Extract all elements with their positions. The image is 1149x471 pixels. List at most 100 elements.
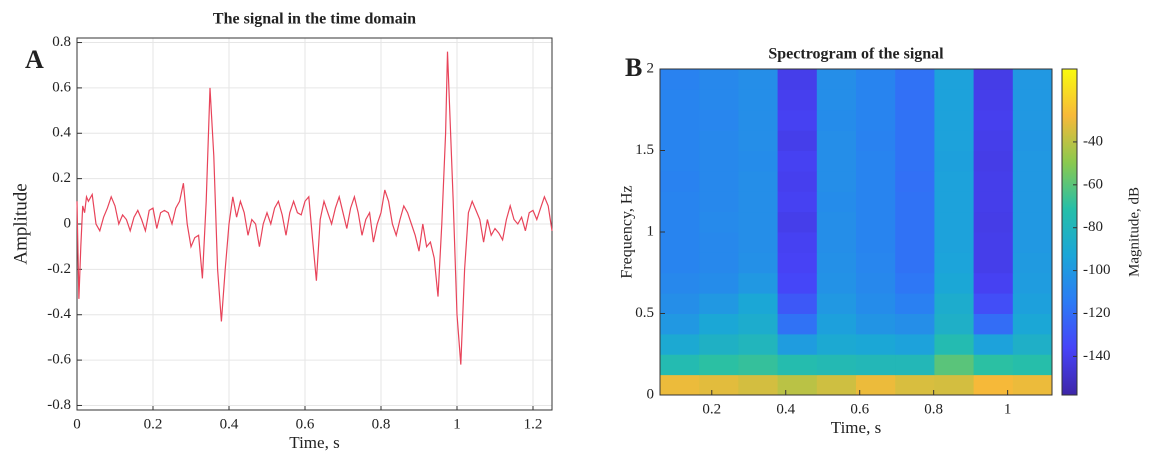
heatmap-cell bbox=[699, 211, 739, 233]
panel-label: A bbox=[25, 45, 44, 74]
axes-frame bbox=[659, 68, 1053, 396]
heatmap-cell bbox=[777, 313, 818, 335]
heatmap-cell bbox=[777, 333, 818, 355]
x-axis-label: Time, s bbox=[289, 433, 339, 452]
y-tick-label: 1.5 bbox=[635, 142, 654, 158]
x-axis-label: Time, s bbox=[831, 418, 881, 437]
heatmap-cell bbox=[1012, 354, 1053, 376]
heatmap-cell bbox=[660, 354, 700, 376]
heatmap-cell bbox=[699, 170, 739, 192]
heatmap-cell bbox=[973, 272, 1014, 294]
heatmap-cell bbox=[934, 272, 975, 294]
heatmap-cell bbox=[738, 354, 779, 376]
x-tick-label: 0.6 bbox=[850, 401, 869, 417]
heatmap-cell bbox=[934, 109, 975, 131]
heatmap-cell bbox=[777, 232, 818, 253]
x-tick-label: 1 bbox=[1004, 401, 1012, 417]
heatmap-cell bbox=[738, 130, 779, 151]
heatmap-cell bbox=[1012, 211, 1053, 233]
y-axis-label: Amplitude bbox=[10, 183, 31, 264]
colorbar-tick-label: -100 bbox=[1083, 262, 1111, 278]
heatmap-cell bbox=[895, 232, 935, 253]
y-tick-label: 1 bbox=[647, 223, 655, 239]
heatmap-cell bbox=[856, 252, 896, 274]
heatmap-cell bbox=[973, 313, 1014, 335]
y-tick-label: -0.2 bbox=[47, 261, 71, 277]
colorbar bbox=[1061, 68, 1078, 396]
x-tick-label: 0.6 bbox=[296, 416, 315, 432]
heatmap-cell bbox=[699, 191, 739, 213]
heatmap-cell bbox=[895, 293, 935, 314]
heatmap-cell bbox=[856, 272, 896, 294]
heatmap-cell bbox=[738, 191, 779, 213]
heatmap-cell bbox=[934, 333, 975, 355]
heatmap-cell bbox=[777, 170, 818, 192]
heatmap-cell bbox=[660, 374, 700, 396]
x-tick-label: 1 bbox=[453, 416, 461, 432]
heatmap-cell bbox=[699, 313, 739, 335]
heatmap-cell bbox=[777, 272, 818, 294]
heatmap-cell bbox=[934, 374, 975, 396]
heatmap-cell bbox=[934, 211, 975, 233]
heatmap-cell bbox=[856, 69, 896, 90]
heatmap-cell bbox=[973, 170, 1014, 192]
heatmap-cell bbox=[895, 109, 935, 131]
heatmap-cell bbox=[973, 232, 1014, 253]
heatmap-cell bbox=[738, 272, 779, 294]
heatmap-cell bbox=[816, 293, 857, 314]
heatmap-cell bbox=[816, 354, 857, 376]
heatmap-cell bbox=[699, 272, 739, 294]
heatmap-cell bbox=[973, 333, 1014, 355]
heatmap-cell bbox=[895, 354, 935, 376]
heatmap-cell bbox=[816, 232, 857, 253]
heatmap-cell bbox=[816, 150, 857, 172]
heatmap-cell bbox=[1012, 89, 1053, 111]
heatmap-cell bbox=[777, 191, 818, 213]
heatmap-cell bbox=[699, 333, 739, 355]
heatmap-cell bbox=[934, 354, 975, 376]
heatmap-cell bbox=[973, 211, 1014, 233]
heatmap-cell bbox=[973, 130, 1014, 151]
heatmap-cell bbox=[738, 211, 779, 233]
heatmap-cell bbox=[856, 333, 896, 355]
heatmap-cell bbox=[856, 211, 896, 233]
heatmap-cell bbox=[738, 333, 779, 355]
heatmap-cell bbox=[660, 130, 700, 151]
chart-title: The signal in the time domain bbox=[213, 11, 416, 28]
heatmap-cell bbox=[973, 150, 1014, 172]
heatmap-cell bbox=[816, 374, 857, 396]
heatmap-cell bbox=[1012, 374, 1053, 396]
heatmap-cell bbox=[973, 109, 1014, 131]
heatmap-cell bbox=[1012, 191, 1053, 213]
heatmap-cell bbox=[1012, 313, 1053, 335]
x-tick-label: 1.2 bbox=[524, 416, 543, 432]
heatmap-cell bbox=[777, 354, 818, 376]
heatmap-cell bbox=[738, 252, 779, 274]
x-tick-label: 0.4 bbox=[776, 401, 795, 417]
heatmap-cell bbox=[895, 191, 935, 213]
heatmap-cell bbox=[1012, 272, 1053, 294]
heatmap-cell bbox=[699, 374, 739, 396]
heatmap-cell bbox=[934, 130, 975, 151]
y-tick-label: -0.8 bbox=[47, 397, 71, 413]
heatmap-cell bbox=[738, 293, 779, 314]
heatmap-cell bbox=[777, 130, 818, 151]
colorbar-tick-label: -140 bbox=[1083, 348, 1111, 364]
heatmap-cell bbox=[856, 109, 896, 131]
heatmap-cell bbox=[699, 293, 739, 314]
heatmap-cell bbox=[660, 252, 700, 274]
colorbar-tick-label: -60 bbox=[1083, 176, 1103, 192]
heatmap-cell bbox=[1012, 252, 1053, 274]
y-tick-label: 0.8 bbox=[52, 34, 71, 50]
heatmap-cell bbox=[816, 333, 857, 355]
heatmap-cell bbox=[738, 313, 779, 335]
heatmap-cell bbox=[660, 313, 700, 335]
heatmap-cell bbox=[1012, 333, 1053, 355]
heatmap-cell bbox=[1012, 232, 1053, 253]
heatmap-cell bbox=[660, 150, 700, 172]
x-tick-label: 0.2 bbox=[702, 401, 721, 417]
heatmap-cell bbox=[895, 333, 935, 355]
heatmap-cell bbox=[856, 374, 896, 396]
y-tick-label: -0.6 bbox=[47, 352, 71, 368]
heatmap-cell bbox=[738, 170, 779, 192]
